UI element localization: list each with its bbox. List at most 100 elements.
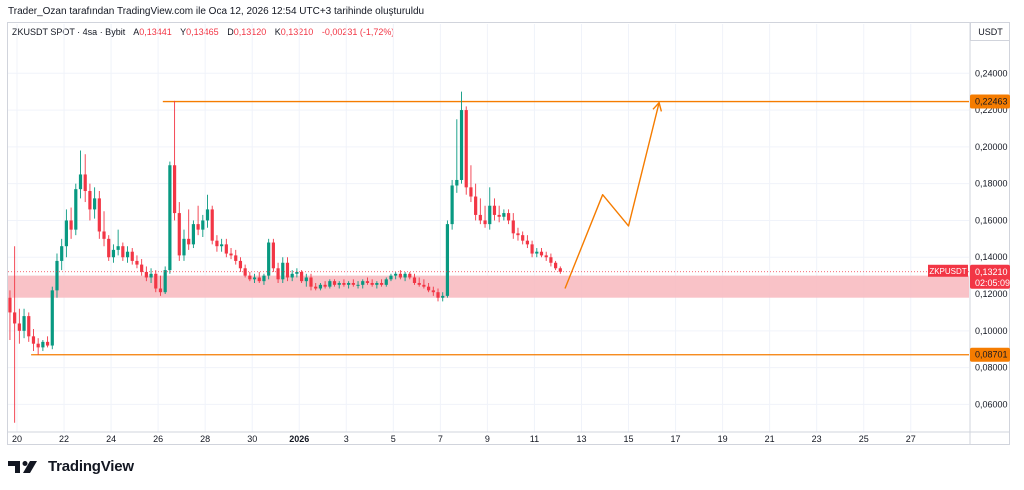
candle-down: [177, 202, 181, 261]
candle-body: [483, 220, 487, 225]
candle-down: [539, 248, 544, 258]
candle-up: [74, 183, 78, 236]
candle-up: [403, 271, 407, 282]
grid-lines: [8, 24, 969, 432]
candle-body: [394, 273, 398, 276]
candle-down: [224, 238, 228, 258]
price-tick-label: 0,08000: [975, 363, 1008, 373]
candle-up: [93, 187, 97, 219]
chart-attribution: Trader_Ozan tarafından TradingView.com i…: [8, 6, 425, 17]
candle-down: [107, 235, 111, 261]
candle-down: [549, 253, 553, 267]
candle-body: [450, 185, 454, 225]
candle-down: [144, 266, 148, 282]
candle-up: [262, 273, 266, 285]
symbol-tag-label: ZKPUSDT: [929, 267, 966, 276]
horizontal-levels: [31, 100, 969, 356]
candle-body: [356, 284, 360, 286]
price-tick-label: 0,20000: [975, 142, 1008, 152]
symbol-info[interactable]: ZKUSDT SPOT · 4sa · Bybit: [12, 27, 126, 37]
candle-up: [450, 179, 454, 230]
candle-up: [125, 246, 130, 263]
candle-up: [304, 273, 308, 287]
level-price-tag: [970, 94, 1010, 109]
time-tick-label: 19: [718, 434, 728, 444]
candle-up: [361, 279, 365, 289]
candle-body: [50, 290, 54, 346]
candle-down: [154, 270, 158, 293]
candle-down: [210, 205, 214, 245]
candle-body: [69, 220, 73, 230]
candle-body: [379, 282, 384, 285]
candle-up: [356, 281, 360, 289]
time-tick-label: 20: [12, 434, 22, 444]
price-tick-label: 0,22000: [975, 105, 1008, 115]
candle-body: [337, 282, 341, 285]
candle-up: [55, 253, 59, 298]
tradingview-logo[interactable]: TradingView: [8, 458, 134, 475]
candle-down: [408, 271, 412, 280]
price-axis[interactable]: 0,24000 0,22000 0,20000 0,18000 0,16000 0,140…: [969, 23, 1008, 445]
time-tick-label: 7: [438, 434, 443, 444]
candle-body: [276, 268, 280, 280]
candle-down: [27, 312, 31, 342]
chart-legend: ZKUSDT SPOT · 4sa · Bybit A0,13441 Y0,13…: [12, 27, 394, 37]
candle-down: [17, 308, 21, 344]
candle-body: [205, 209, 210, 221]
symbol-tag: [928, 264, 968, 277]
candle-down: [379, 279, 384, 287]
candle-down: [69, 207, 73, 239]
price-tick-label: 0,18000: [975, 179, 1008, 189]
candle-up: [459, 91, 464, 184]
candle-body: [516, 233, 520, 236]
candle-body: [83, 174, 87, 192]
candle-down: [299, 270, 304, 283]
candle-up: [220, 238, 224, 252]
candle-down: [365, 277, 370, 285]
candle-body: [8, 297, 12, 313]
candle-body: [17, 323, 21, 331]
candle-down: [332, 279, 337, 287]
candle-body: [97, 198, 101, 232]
candle-up: [64, 209, 68, 258]
projection-path: [564, 101, 663, 289]
chart-frame[interactable]: [7, 22, 1010, 445]
candle-body: [13, 312, 17, 324]
candle-body: [74, 189, 78, 230]
time-tick-label: 13: [576, 434, 586, 444]
candle-body: [492, 205, 497, 215]
candle-up: [168, 161, 172, 274]
candle-body: [177, 213, 181, 256]
candle-body: [144, 271, 148, 278]
candle-body: [464, 110, 468, 188]
candle-down: [121, 242, 125, 261]
candle-body: [544, 255, 548, 258]
time-tick-label: 24: [106, 434, 116, 444]
candle-body: [554, 262, 558, 269]
candle-body: [116, 246, 120, 250]
candle-down: [464, 106, 468, 195]
candle-body: [31, 336, 36, 344]
candle-up: [375, 281, 379, 289]
time-tick-label: 3: [344, 434, 349, 444]
candle-down: [13, 246, 17, 423]
time-axis[interactable]: 20 22 24 26 28 30 2026 3 5 7 9 11 13 15 17 19 21 23 25 27: [8, 431, 1010, 444]
candle-down: [8, 290, 12, 341]
candle-body: [295, 271, 299, 274]
candle-body: [27, 316, 31, 337]
candle-body: [309, 277, 313, 287]
candle-body: [427, 286, 431, 291]
high-value: 0,13465: [186, 27, 219, 37]
candle-body: [558, 268, 562, 272]
candle-up: [328, 279, 332, 289]
candle-body: [154, 273, 158, 289]
time-tick-label: 23: [812, 434, 822, 444]
candle-body: [257, 277, 261, 282]
change-value: -0,00231 (-1,72%): [321, 27, 395, 37]
candle-body: [210, 209, 214, 241]
candle-body: [365, 281, 370, 283]
candle-body: [41, 341, 45, 348]
candle-up: [281, 257, 285, 283]
